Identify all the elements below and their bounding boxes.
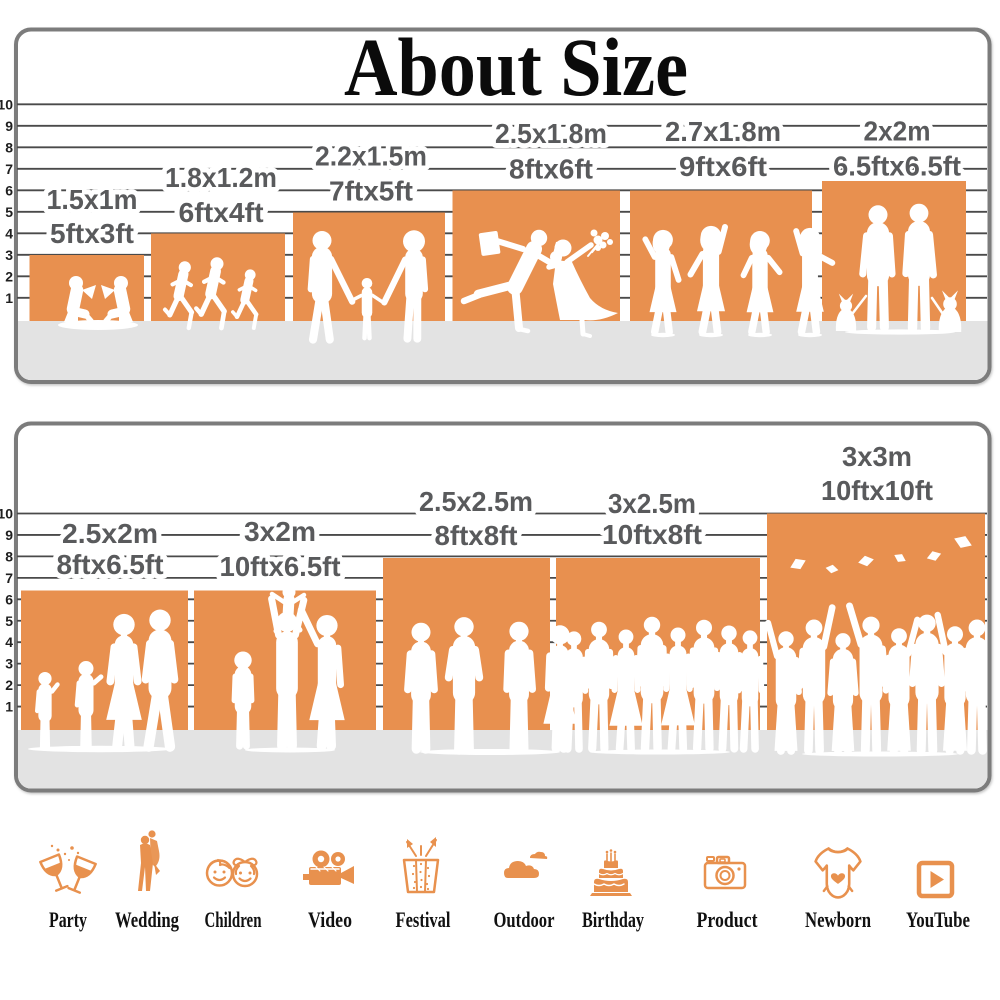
svg-text:2.5x1.8m: 2.5x1.8m	[495, 118, 607, 149]
svg-text:8: 8	[5, 548, 13, 564]
svg-text:2.7x1.8m: 2.7x1.8m	[665, 116, 781, 147]
svg-text:7ftx5ft: 7ftx5ft	[329, 176, 413, 207]
svg-text:Newborn: Newborn	[805, 907, 871, 932]
svg-text:8ftx6.5ft: 8ftx6.5ft	[57, 549, 164, 580]
svg-text:2: 2	[5, 677, 13, 693]
svg-text:10: 10	[0, 96, 13, 112]
svg-text:5ftx3ft: 5ftx3ft	[50, 218, 134, 249]
svg-text:5: 5	[5, 204, 13, 220]
svg-text:3x2m: 3x2m	[244, 516, 316, 547]
svg-text:10ftx8ft: 10ftx8ft	[602, 519, 702, 550]
svg-text:8: 8	[5, 139, 13, 155]
svg-text:Children: Children	[205, 907, 262, 932]
svg-text:8ftx6ft: 8ftx6ft	[509, 154, 593, 185]
svg-text:3: 3	[5, 656, 13, 672]
svg-text:2: 2	[5, 268, 13, 284]
svg-text:Outdoor: Outdoor	[494, 907, 555, 932]
svg-text:2.5x2.5m: 2.5x2.5m	[419, 486, 533, 517]
svg-text:1: 1	[5, 699, 13, 715]
svg-text:Party: Party	[49, 907, 87, 932]
svg-text:3x2.5m: 3x2.5m	[608, 488, 696, 519]
svg-text:6: 6	[5, 182, 13, 198]
svg-text:2.5x2m: 2.5x2m	[62, 518, 158, 549]
svg-text:Festival: Festival	[396, 907, 451, 932]
svg-text:About Size: About Size	[344, 21, 688, 113]
svg-text:8ftx8ft: 8ftx8ft	[435, 520, 518, 551]
svg-text:4: 4	[5, 634, 13, 650]
svg-text:7: 7	[5, 570, 13, 586]
svg-text:Birthday: Birthday	[582, 907, 644, 932]
svg-text:10ftx6.5ft: 10ftx6.5ft	[220, 551, 341, 582]
svg-text:3: 3	[5, 247, 13, 263]
svg-text:9: 9	[5, 118, 13, 134]
svg-text:YouTube: YouTube	[906, 907, 970, 932]
svg-text:6: 6	[5, 591, 13, 607]
svg-text:6ftx4ft: 6ftx4ft	[179, 197, 264, 228]
svg-text:1.8x1.2m: 1.8x1.2m	[165, 162, 277, 193]
svg-text:7: 7	[5, 161, 13, 177]
svg-text:4: 4	[5, 225, 13, 241]
svg-text:2x2m: 2x2m	[864, 116, 931, 147]
svg-text:Product: Product	[697, 907, 759, 932]
svg-text:Video: Video	[308, 907, 352, 932]
svg-text:Wedding: Wedding	[115, 907, 179, 932]
svg-text:10: 10	[0, 506, 13, 522]
svg-text:6.5ftx6.5ft: 6.5ftx6.5ft	[833, 151, 961, 182]
svg-text:3x3m: 3x3m	[842, 441, 912, 472]
svg-text:5: 5	[5, 613, 13, 629]
svg-text:9ftx6ft: 9ftx6ft	[679, 151, 767, 182]
svg-text:9: 9	[5, 527, 13, 543]
svg-text:1: 1	[5, 290, 13, 306]
svg-text:2.2x1.5m: 2.2x1.5m	[315, 141, 427, 172]
svg-text:10ftx10ft: 10ftx10ft	[821, 475, 933, 506]
svg-text:1.5x1m: 1.5x1m	[47, 184, 138, 215]
